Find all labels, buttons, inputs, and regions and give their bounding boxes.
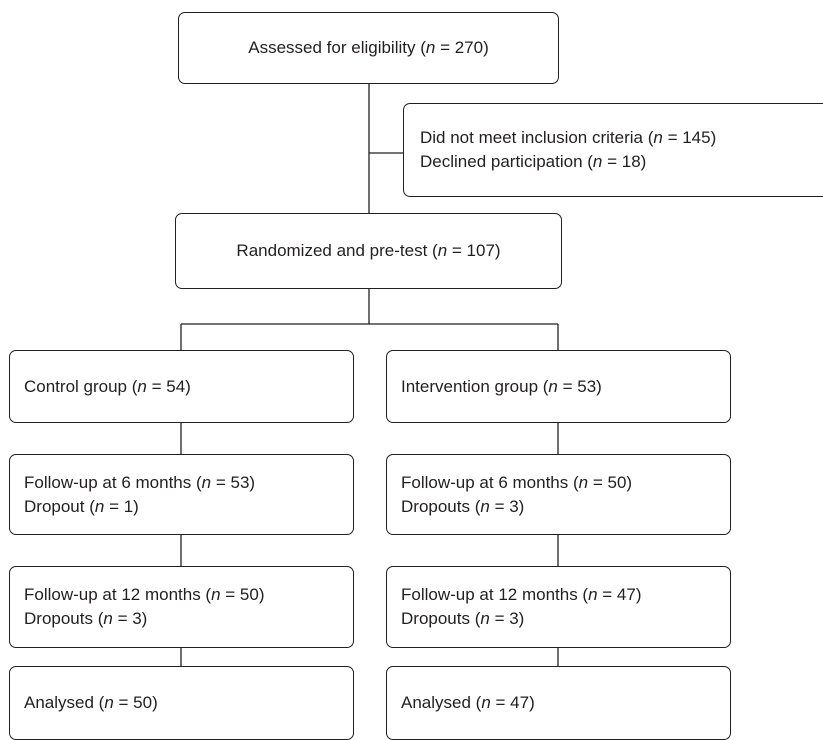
intervention-followup-6-box: Follow-up at 6 months (n = 50) Dropouts … xyxy=(386,454,731,535)
control-group-suffix: = 54) xyxy=(146,376,191,396)
randomized-text: Randomized and pre-test (n = 107) xyxy=(236,239,500,263)
intervention-drop12-prefix: Dropouts ( xyxy=(401,609,481,628)
control-group-n: n xyxy=(137,376,147,396)
control-drop12-n: n xyxy=(103,609,113,628)
randomized-n: n xyxy=(437,241,448,260)
control-group-prefix: Control group ( xyxy=(24,376,138,396)
control-group-text: Control group (n = 54) xyxy=(24,375,353,399)
intervention-fu12-prefix: Follow-up at 12 months ( xyxy=(401,585,589,604)
intervention-analysed-prefix: Analysed ( xyxy=(401,693,482,712)
randomized-prefix: Randomized and pre-test ( xyxy=(236,241,438,260)
randomized-suffix: = 107) xyxy=(447,241,501,260)
intervention-drop12-n: n xyxy=(480,609,490,628)
control-followup-12-box: Follow-up at 12 months (n = 50) Dropouts… xyxy=(9,566,354,648)
exclusion-line-declined: Declined participation (n = 18) xyxy=(420,150,823,174)
intervention-fu12-suffix: = 47) xyxy=(597,585,642,604)
intervention-group-box: Intervention group (n = 53) xyxy=(386,350,731,423)
intervention-analysed-n: n xyxy=(481,693,491,712)
exclusion-declined-prefix: Declined participation ( xyxy=(420,152,593,171)
control-drop6-prefix: Dropout ( xyxy=(24,496,95,516)
control-analysed-prefix: Analysed ( xyxy=(24,693,105,712)
control-drop6-suffix: = 1) xyxy=(104,496,139,516)
intervention-fu6-suffix: = 50) xyxy=(588,472,633,492)
exclusion-line-criteria: Did not meet inclusion criteria (n = 145… xyxy=(420,126,823,150)
control-fu12-n: n xyxy=(211,585,221,604)
control-fu6-n: n xyxy=(201,472,212,492)
intervention-fu6-prefix: Follow-up at 6 months ( xyxy=(401,472,579,492)
control-dropout-12-text: Dropouts (n = 3) xyxy=(24,607,353,631)
intervention-group-prefix: Intervention group ( xyxy=(401,376,549,396)
intervention-group-suffix: = 53) xyxy=(557,376,602,396)
control-analysed-box: Analysed (n = 50) xyxy=(9,666,354,740)
exclusion-criteria-prefix: Did not meet inclusion criteria ( xyxy=(420,128,654,147)
control-fu12-suffix: = 50) xyxy=(220,585,265,604)
eligibility-n: n xyxy=(425,38,436,57)
control-drop6-n: n xyxy=(94,496,105,516)
control-followup-6-box: Follow-up at 6 months (n = 53) Dropout (… xyxy=(9,454,354,535)
eligibility-prefix: Assessed for eligibility ( xyxy=(248,38,426,57)
control-fu6-prefix: Follow-up at 6 months ( xyxy=(24,472,202,492)
exclusion-declined-n: n xyxy=(592,152,603,171)
control-drop12-prefix: Dropouts ( xyxy=(24,609,104,628)
intervention-followup-12-box: Follow-up at 12 months (n = 47) Dropouts… xyxy=(386,566,731,648)
exclusion-criteria-n: n xyxy=(653,128,663,147)
control-followup-12-text: Follow-up at 12 months (n = 50) xyxy=(24,583,353,607)
intervention-drop6-prefix: Dropouts ( xyxy=(401,496,481,516)
intervention-followup-6-text: Follow-up at 6 months (n = 50) xyxy=(401,471,730,495)
intervention-fu12-n: n xyxy=(588,585,598,604)
eligibility-suffix: = 270) xyxy=(435,38,489,57)
exclusion-box: Did not meet inclusion criteria (n = 145… xyxy=(403,103,823,197)
intervention-group-n: n xyxy=(548,376,558,396)
intervention-dropout-6-text: Dropouts (n = 3) xyxy=(401,495,730,519)
intervention-fu6-n: n xyxy=(578,472,589,492)
control-analysed-suffix: = 50) xyxy=(113,693,158,712)
intervention-analysed-text: Analysed (n = 47) xyxy=(401,691,730,715)
intervention-drop6-n: n xyxy=(480,496,490,516)
control-fu6-suffix: = 53) xyxy=(211,472,256,492)
intervention-dropout-12-text: Dropouts (n = 3) xyxy=(401,607,730,631)
eligibility-box: Assessed for eligibility (n = 270) xyxy=(178,12,559,84)
intervention-analysed-box: Analysed (n = 47) xyxy=(386,666,731,740)
intervention-drop12-suffix: = 3) xyxy=(489,609,525,628)
eligibility-text: Assessed for eligibility (n = 270) xyxy=(248,36,489,60)
randomized-box: Randomized and pre-test (n = 107) xyxy=(175,213,562,289)
exclusion-declined-suffix: = 18) xyxy=(602,152,647,171)
control-drop12-suffix: = 3) xyxy=(112,609,148,628)
intervention-analysed-suffix: = 47) xyxy=(490,693,535,712)
control-analysed-n: n xyxy=(104,693,114,712)
control-group-box: Control group (n = 54) xyxy=(9,350,354,423)
control-followup-6-text: Follow-up at 6 months (n = 53) xyxy=(24,471,353,495)
intervention-group-text: Intervention group (n = 53) xyxy=(401,375,730,399)
control-dropout-6-text: Dropout (n = 1) xyxy=(24,495,353,519)
control-fu12-prefix: Follow-up at 12 months ( xyxy=(24,585,212,604)
exclusion-criteria-suffix: = 145) xyxy=(662,128,717,147)
control-analysed-text: Analysed (n = 50) xyxy=(24,691,353,715)
intervention-followup-12-text: Follow-up at 12 months (n = 47) xyxy=(401,583,730,607)
intervention-drop6-suffix: = 3) xyxy=(489,496,525,516)
